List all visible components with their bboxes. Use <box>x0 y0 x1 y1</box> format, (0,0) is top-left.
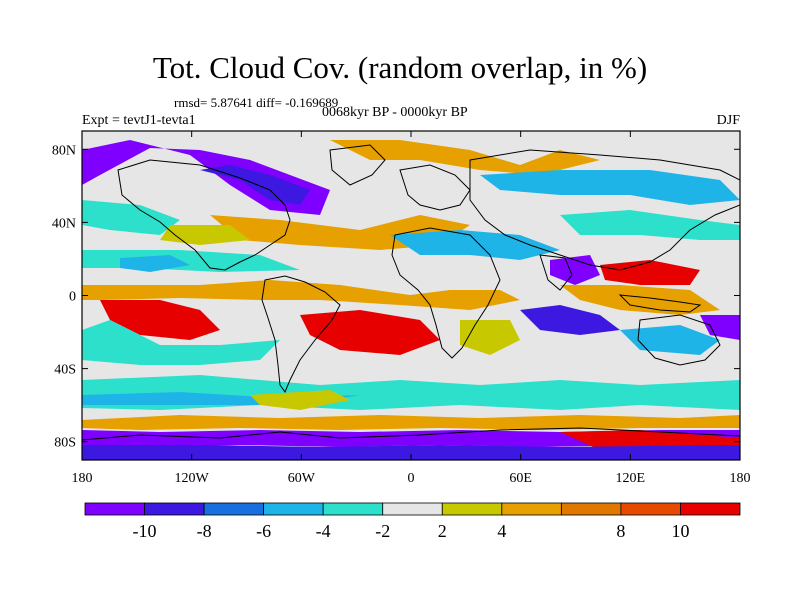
season-label: DJF <box>716 113 740 128</box>
contour-cyan <box>480 170 740 205</box>
coast-asia <box>469 149 740 271</box>
colorbar-swatch <box>620 502 681 516</box>
colorbar-swatch <box>680 502 741 516</box>
colorbar-swatch <box>382 502 443 516</box>
colorbar-label: 8 <box>616 521 625 541</box>
contour-blue <box>520 305 620 335</box>
contour-blue <box>82 445 740 460</box>
x-tick-label: 0 <box>408 471 415 486</box>
colorbar-swatch <box>263 502 324 516</box>
x-axis: 180 120W 60W 0 60E 120E 180 <box>72 131 751 486</box>
x-tick-label: 180 <box>730 471 751 486</box>
y-tick-label: 80N <box>52 143 76 158</box>
colorbar-swatch <box>203 502 265 516</box>
y-tick-label: 80S <box>54 436 76 451</box>
period-label: 0068kyr BP - 0000kyr BP <box>322 105 468 120</box>
coast-europe <box>399 164 471 211</box>
coast-india <box>539 254 573 291</box>
contour-orange <box>560 285 720 315</box>
coast-africa <box>391 227 501 359</box>
x-tick-label: 120E <box>616 471 646 486</box>
contour-yellow <box>460 320 520 355</box>
contour-yellow <box>250 390 350 410</box>
map-panel <box>81 130 741 461</box>
coast-south-america <box>261 275 341 394</box>
experiment-label: Expt = tevtJ1-tevta1 <box>82 113 196 128</box>
x-tick-label: 60E <box>509 471 532 486</box>
map-title: Tot. Cloud Cov. (random overlap, in %) <box>152 50 648 85</box>
colorbar-label: -4 <box>316 521 331 541</box>
stats-text: rmsd= 5.87641 diff= -0.169689 <box>174 95 339 110</box>
coast-australia <box>637 314 721 366</box>
contour-red <box>600 260 700 285</box>
contour-orange <box>330 140 600 175</box>
contour-orange <box>82 280 520 310</box>
colorbar-label: 10 <box>671 521 689 541</box>
x-tick-label: 60W <box>288 471 316 486</box>
contour-teal <box>82 200 180 235</box>
colorbar-label: 2 <box>438 521 447 541</box>
y-tick-label: 40N <box>52 216 76 231</box>
colorbar-swatch <box>501 502 562 516</box>
contour-teal <box>560 210 740 240</box>
coastlines <box>82 144 740 441</box>
contour-orange <box>82 415 740 430</box>
coast-antarctica <box>82 427 740 441</box>
cloud-anomaly-field <box>82 140 740 460</box>
colorbar-label: -6 <box>256 521 271 541</box>
colorbar-label: -8 <box>197 521 212 541</box>
contour-red <box>300 310 440 355</box>
colorbar-label: -2 <box>375 521 390 541</box>
coast-greenland <box>329 144 386 186</box>
y-axis: 80N 40N 0 40S 80S <box>52 143 740 451</box>
y-tick-label: 0 <box>69 290 76 305</box>
colorbar-swatch <box>84 502 145 516</box>
coast-indonesia <box>618 294 702 313</box>
contour-cyan <box>390 230 560 260</box>
contour-purple <box>700 315 740 340</box>
colorbar-swatch <box>322 502 384 516</box>
coast-north-america <box>117 159 291 271</box>
contour-cyan <box>120 255 190 272</box>
colorbar-label: -10 <box>133 521 157 541</box>
colorbar-swatch <box>560 502 622 516</box>
contour-purple <box>550 255 600 285</box>
contour-yellow <box>160 225 250 245</box>
colorbar-swatch <box>441 502 503 516</box>
colorbar-swatch <box>144 502 205 516</box>
colorbar-label: 4 <box>497 521 506 541</box>
colorbar: -10 -8 -6 -4 -2 2 4 8 10 <box>84 502 741 541</box>
y-tick-label: 40S <box>54 363 76 378</box>
x-tick-label: 120W <box>175 471 210 486</box>
contour-blue <box>200 165 310 205</box>
contour-teal <box>82 320 280 365</box>
x-tick-label: 180 <box>72 471 93 486</box>
